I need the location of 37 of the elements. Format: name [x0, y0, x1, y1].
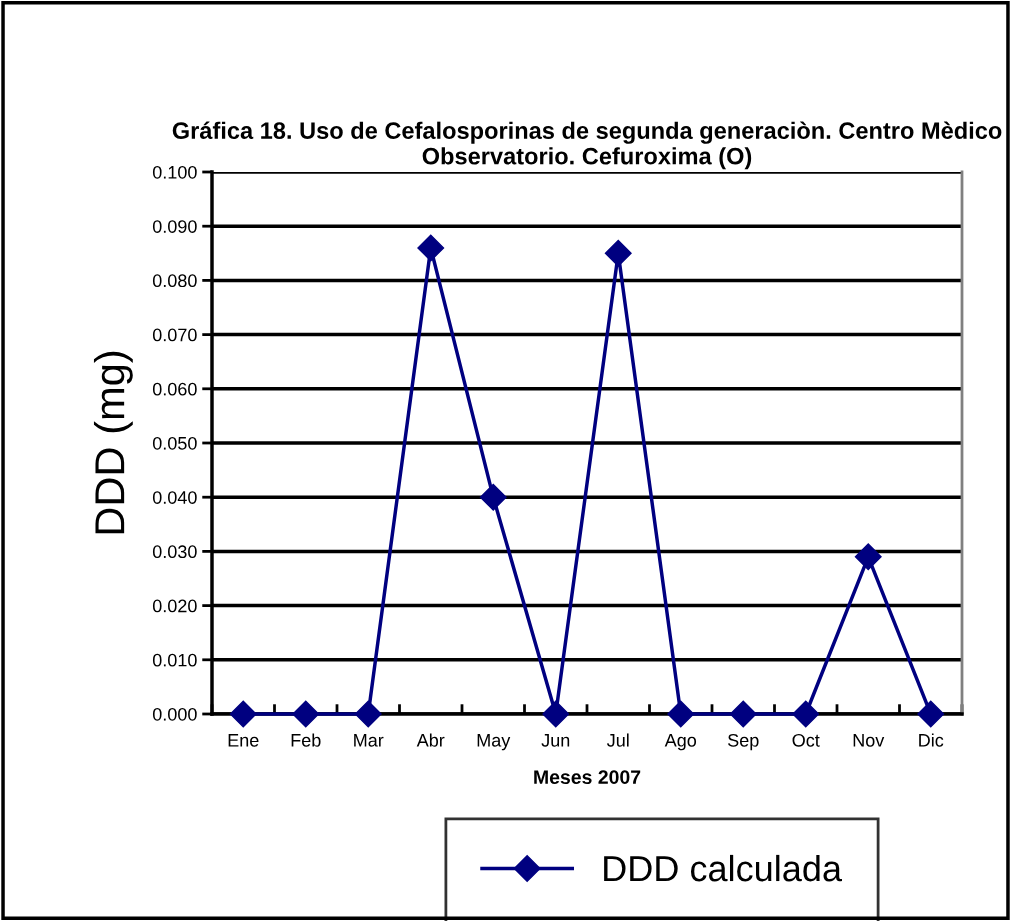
x-tick-label: Mar [354, 734, 384, 747]
y-tick-label: 0.010 [152, 653, 197, 667]
point [542, 700, 570, 728]
y-tick-label: 0.060 [152, 382, 197, 396]
x-tick-label: May [477, 734, 511, 751]
point [917, 700, 945, 728]
point [792, 700, 820, 728]
y-tick-label: 0.090 [152, 220, 197, 233]
point [667, 700, 695, 728]
x-tick-label: Sep [728, 733, 759, 751]
point [729, 700, 757, 728]
x-tick-label: Feb [291, 733, 321, 747]
y-tick-label: 0.040 [152, 491, 197, 504]
x-tick-label: Jul [606, 733, 629, 747]
y-tick-label: 0.080 [152, 274, 197, 288]
legend-label: DDD calculada [604, 854, 843, 882]
y-tick-label: 0.030 [152, 545, 197, 559]
point [417, 234, 445, 262]
x-tick-label: Jun [541, 734, 570, 747]
x-tick-label: Dic [919, 733, 944, 747]
x-tick-label: Nov [853, 734, 885, 747]
x-tick-label: Ene [228, 734, 259, 747]
y-tick-label: 0.020 [152, 599, 197, 613]
y-tick-label: 0.070 [152, 328, 197, 342]
point [229, 700, 257, 728]
x-tick-label: Oct [792, 733, 820, 747]
point [604, 239, 632, 267]
x-tick-label: Abr [416, 733, 445, 747]
point [479, 483, 507, 511]
x-tick-label: Ago [664, 734, 697, 751]
y-axis-title: DDD (mg) [93, 351, 133, 534]
y-tick-label: 0.000 [152, 707, 197, 721]
x-axis-title: Meses 2007 [534, 770, 641, 784]
point [354, 700, 382, 728]
point [292, 700, 320, 728]
point [854, 543, 882, 571]
y-tick-label: 0.050 [152, 436, 197, 450]
